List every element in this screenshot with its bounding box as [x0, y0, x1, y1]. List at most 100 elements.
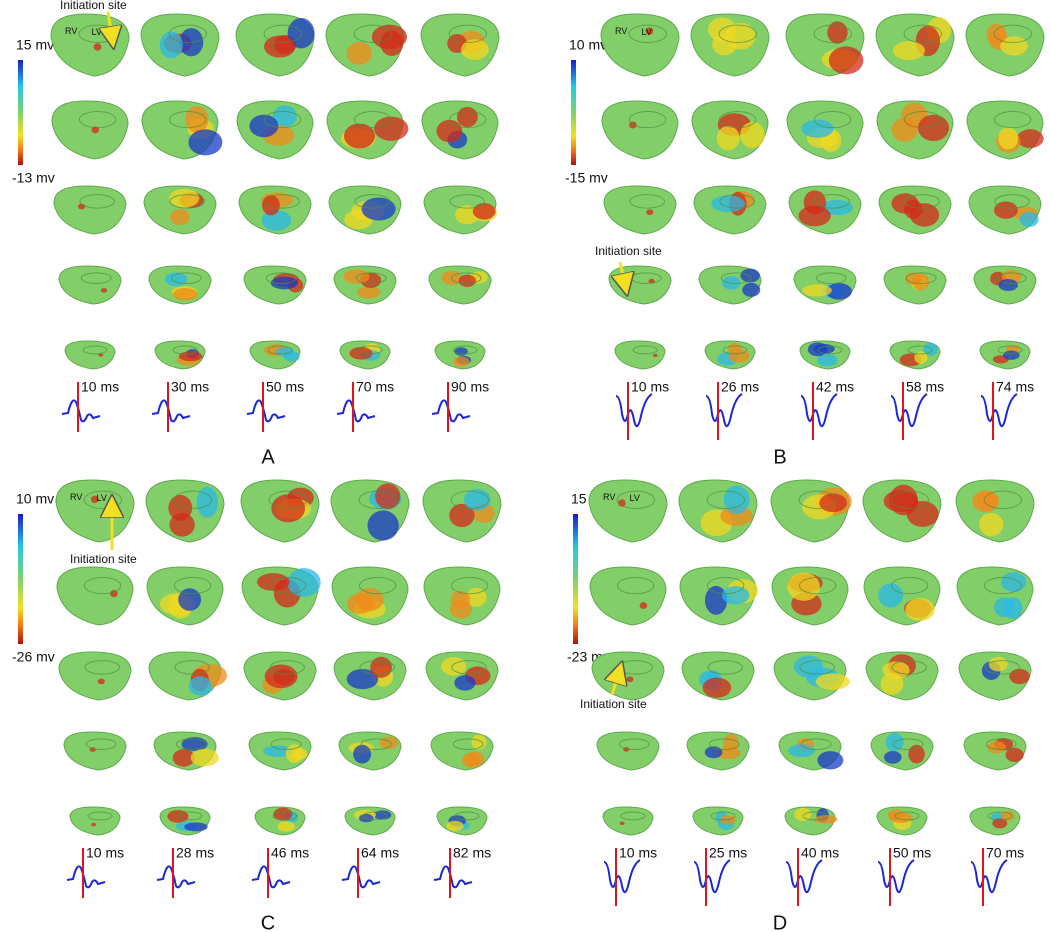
activation-patch [436, 119, 463, 143]
heart-cavity [708, 738, 740, 750]
activation-patch [371, 24, 408, 50]
activation-patch [261, 210, 292, 231]
ecg [431, 382, 471, 432]
heart-cavity [632, 345, 658, 355]
heart-slice [235, 13, 315, 77]
activation-patch [466, 587, 487, 607]
ecg [246, 382, 286, 432]
heart-slice [691, 100, 769, 160]
colorbar-bottom-label: -26 mv [12, 649, 55, 665]
activation-patch [905, 598, 935, 622]
heart-slice [58, 265, 122, 305]
heart-slice [148, 651, 227, 701]
ecg [336, 382, 376, 432]
heart-cavity [358, 490, 398, 510]
activation-patch [892, 41, 925, 61]
activation-patch [346, 593, 374, 614]
heart-slice [793, 265, 857, 305]
activation-patch [711, 195, 745, 213]
activation-patch [454, 675, 476, 691]
activation-patch [992, 818, 1008, 829]
activation-patch [813, 343, 835, 354]
heart-cavity [359, 660, 395, 675]
heart-cavity [629, 194, 665, 209]
activation-patch [169, 512, 195, 537]
heart-body [55, 479, 135, 543]
heart-slice [56, 566, 134, 626]
activation-patch [827, 21, 848, 44]
activation-patch [619, 821, 625, 826]
activation-patch [878, 583, 904, 608]
heart-slice [51, 100, 129, 160]
time-label: 10 ms [81, 379, 119, 395]
heart-slice [333, 265, 397, 305]
heart-slice [693, 185, 767, 235]
heart-body [600, 13, 680, 77]
heart-cavity [707, 660, 743, 675]
heart-slice [589, 566, 667, 626]
time-label: 10 ms [631, 379, 669, 395]
heart-slice [238, 185, 312, 235]
activation-patch [1000, 811, 1015, 821]
ecg [61, 382, 101, 432]
ecg-trace [603, 859, 641, 893]
activation-patch [1016, 129, 1044, 149]
activation-patch [1019, 211, 1039, 228]
heart-slice [159, 806, 211, 836]
initiation-label: Initiation site [580, 697, 647, 711]
activation-patch [1003, 597, 1023, 620]
activation-patch [452, 356, 470, 367]
heart-cavity [172, 345, 198, 355]
activation-patch [815, 673, 850, 690]
heart-slice [966, 100, 1044, 160]
activation-patch [346, 41, 372, 65]
heart-cavity [722, 345, 748, 355]
activation-patch [170, 208, 190, 225]
ecg-trace [890, 393, 928, 427]
heart-cavity [357, 345, 383, 355]
lv-label: LV [630, 493, 640, 503]
activation-patch [273, 669, 296, 685]
activation-patch [172, 288, 198, 301]
panel-label: C [261, 912, 275, 932]
heart-cavity [448, 110, 487, 129]
activation-patch [652, 353, 658, 358]
activation-patch [454, 347, 468, 356]
heart-slice [878, 185, 952, 235]
heart-slice [140, 13, 220, 77]
ecg [341, 848, 381, 898]
activation-patch [184, 822, 208, 832]
heart-slice [679, 566, 759, 626]
colorbar-bottom-label: -15 mv [565, 170, 608, 186]
activation-patch [159, 31, 183, 59]
ecg [705, 382, 743, 440]
heart-body [58, 265, 122, 305]
activation-patch [349, 346, 373, 360]
heart-slice [249, 340, 301, 370]
heart-cavity [903, 24, 943, 44]
heart-slice [69, 806, 121, 836]
heart-cavity [265, 272, 297, 284]
activation-patch [704, 585, 728, 615]
heart-body [603, 185, 677, 235]
heart-slice [876, 806, 928, 836]
heart-slice [64, 340, 116, 370]
activation-patch [375, 483, 401, 510]
heart-slice [143, 185, 217, 235]
activation-patch [343, 123, 375, 149]
time-label: 42 ms [816, 379, 854, 395]
activation-patch [458, 274, 477, 287]
ecg [800, 382, 838, 440]
heart-cavity [891, 660, 927, 675]
heart-slice [686, 731, 750, 771]
heart-slice [344, 806, 396, 836]
heart-body [50, 13, 130, 77]
ecg-trace [785, 859, 823, 893]
panel-label: A [261, 446, 275, 468]
heart-slice [328, 185, 402, 235]
heart-slice [236, 100, 314, 160]
ecg-trace [615, 393, 653, 427]
activation-patch [645, 27, 654, 35]
time-label: 82 ms [453, 845, 491, 861]
ecg [877, 848, 915, 906]
